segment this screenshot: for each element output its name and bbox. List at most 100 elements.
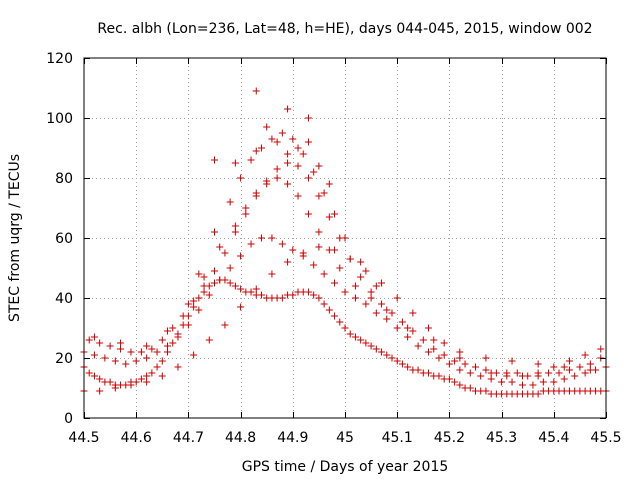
data-point [565,357,573,365]
data-point [169,339,177,347]
data-point [237,174,245,182]
data-point [498,378,506,386]
data-point [456,354,464,362]
data-point [571,372,579,380]
data-point [158,357,166,365]
data-point [435,354,443,362]
data-point [466,384,474,392]
data-point [137,375,145,383]
data-point [331,312,339,320]
data-point [211,279,218,287]
data-point [440,351,448,359]
data-point [430,336,438,344]
data-point [195,306,203,314]
data-point [205,336,213,344]
data-point [315,243,323,251]
data-point [153,363,161,371]
data-point [257,144,265,152]
data-point [174,363,182,371]
data-point [242,210,250,218]
data-point [456,348,464,356]
data-point [472,363,479,371]
data-point [534,390,542,398]
data-point [268,270,276,278]
data-point [581,351,589,359]
data-point [325,246,333,254]
data-point [226,198,234,206]
data-point [372,309,380,317]
data-point [284,150,292,158]
data-point [289,291,297,299]
data-point [216,243,224,251]
data-point [127,348,135,356]
data-point [477,372,485,380]
data-point [404,324,412,332]
data-point [237,303,245,311]
data-point [226,279,234,287]
data-point [440,339,448,347]
tick-layer [84,58,607,419]
data-point [284,180,292,188]
data-point [586,366,594,374]
data-point [90,333,98,341]
data-point [137,348,145,356]
x-tick-label: 44.8 [225,430,256,446]
data-point [231,159,239,167]
data-point [132,378,140,386]
data-point [247,288,255,296]
data-point [545,369,553,377]
data-point [555,369,563,377]
data-point [289,246,297,254]
data-point [310,261,318,269]
data-point [294,144,302,152]
data-point [158,336,166,344]
data-point [362,267,370,275]
data-point [388,309,396,317]
data-point [597,345,605,353]
data-point [174,333,182,341]
data-point [310,291,318,299]
data-point [565,366,573,374]
data-point [320,300,328,308]
points-layer [80,87,610,398]
y-tick-label: 60 [55,231,73,247]
data-point [90,351,98,359]
data-point [304,210,312,218]
data-point [357,258,365,266]
tick-label-layer: 44.5 44.6 44.7 44.8 44.9 45 45.1 45.2 45.3 45.4 45… [46,51,621,446]
data-point [96,387,104,395]
data-point [284,105,292,113]
data-point [122,360,130,368]
data-point [351,294,359,302]
chart-title: Rec. albh (Lon=236, Lat=48, h=HE), days … [97,21,592,37]
data-point [294,192,302,200]
data-point [304,174,312,182]
data-point [257,234,265,242]
data-point [383,315,391,323]
data-point [200,273,208,281]
data-point [179,312,187,320]
data-point [148,369,156,377]
data-point [351,333,359,341]
data-point [560,375,568,383]
data-point [299,150,307,158]
data-point [419,336,427,344]
data-point [158,372,166,380]
data-point [560,363,568,371]
data-point [96,339,104,347]
data-point [143,342,151,350]
data-point [237,285,245,293]
data-point [331,210,339,218]
data-point [367,294,375,302]
data-point [513,369,521,377]
x-tick-label: 45.3 [486,430,517,446]
data-point [435,372,443,380]
data-point [278,240,286,248]
data-point [127,381,135,389]
data-point [263,123,271,131]
data-point [430,345,438,353]
x-tick-label: 45.2 [434,430,465,446]
data-point [195,294,203,302]
